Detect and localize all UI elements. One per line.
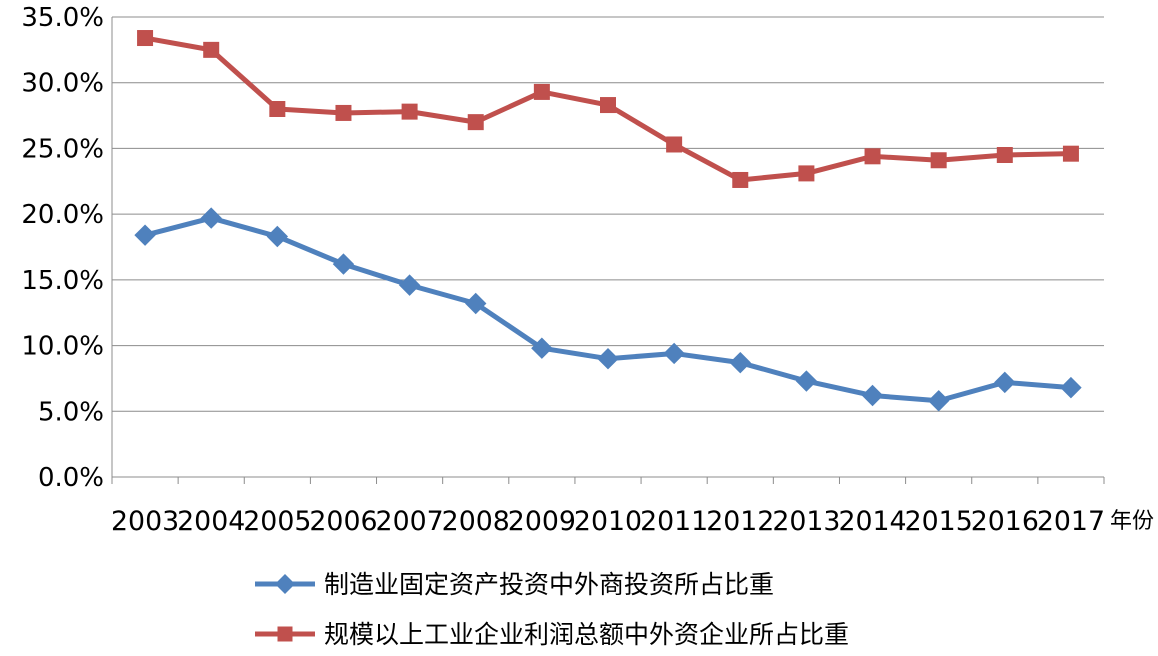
x-tick-label: 2008 xyxy=(442,506,510,537)
data-point xyxy=(732,171,749,188)
data-point xyxy=(134,224,156,246)
legend-item: 制造业固定资产投资中外商投资所占比重 xyxy=(255,570,774,599)
data-point xyxy=(930,152,947,169)
series-1 xyxy=(134,207,1082,412)
data-point xyxy=(861,384,884,407)
y-tick-label: 5.0% xyxy=(38,397,104,427)
legend-label: 制造业固定资产投资中外商投资所占比重 xyxy=(324,570,774,599)
y-tick-label: 25.0% xyxy=(21,134,104,164)
x-tick-label: 2013 xyxy=(772,506,840,537)
data-point xyxy=(398,274,421,296)
data-point xyxy=(729,351,751,374)
data-point xyxy=(798,165,815,182)
y-tick-label: 0.0% xyxy=(38,463,104,493)
data-point xyxy=(795,370,818,392)
y-tick-label: 15.0% xyxy=(21,266,104,296)
y-tick-label: 20.0% xyxy=(21,200,104,230)
data-point xyxy=(663,342,685,365)
data-point xyxy=(401,103,418,120)
y-tick-labels: 0.0% 5.0% 10.0% 15.0% 20.0% 25.0% 30.0% 35.0% xyxy=(21,3,104,493)
legend-item: 规模以上工业企业利润总额中外资企业所占比重 xyxy=(255,620,849,649)
x-tick-label: 2017 xyxy=(1037,506,1105,537)
x-tick-label: 2003 xyxy=(111,506,179,537)
series-line xyxy=(144,215,1072,404)
data-point xyxy=(332,253,355,275)
x-tick-label: 2006 xyxy=(309,506,377,537)
x-tick-label: 2010 xyxy=(574,506,642,537)
data-point xyxy=(600,97,616,114)
data-point xyxy=(203,41,220,58)
x-tick-label: 2016 xyxy=(971,506,1039,537)
axes xyxy=(111,17,1105,484)
legend-marker xyxy=(275,574,295,594)
data-point xyxy=(200,207,222,229)
y-tick-label: 35.0% xyxy=(21,3,104,33)
gridlines xyxy=(112,16,1104,412)
data-point xyxy=(666,136,683,153)
data-point xyxy=(927,390,950,412)
data-point xyxy=(1060,376,1082,399)
data-point xyxy=(996,147,1013,163)
data-point xyxy=(531,337,553,359)
data-point xyxy=(467,114,484,131)
legend-label: 规模以上工业企业利润总额中外资企业所占比重 xyxy=(324,620,849,649)
data-point xyxy=(266,225,289,248)
x-tick-label: 2012 xyxy=(706,506,774,537)
x-tick-label: 2005 xyxy=(243,506,311,537)
x-tick-label: 2004 xyxy=(177,506,245,537)
data-point xyxy=(597,348,619,370)
x-axis-label: 年份 xyxy=(1110,509,1154,534)
x-tick-label: 2014 xyxy=(838,506,906,537)
x-tick-label: 2009 xyxy=(508,506,576,537)
data-point xyxy=(864,148,881,165)
data-point xyxy=(269,101,286,117)
y-tick-label: 10.0% xyxy=(21,332,104,362)
x-tick-labels: 2003200420052006200720082009201020112012… xyxy=(111,506,1105,537)
x-tick-label: 2007 xyxy=(376,506,444,537)
data-point xyxy=(137,30,154,47)
series-2 xyxy=(137,30,1079,188)
x-tick-label: 2015 xyxy=(905,506,973,537)
x-tick-label: 2011 xyxy=(640,506,708,537)
series-layer xyxy=(134,30,1082,412)
legend-marker xyxy=(277,626,293,642)
data-point xyxy=(335,104,352,121)
data-point xyxy=(533,83,550,100)
data-point xyxy=(994,371,1016,394)
y-tick-label: 30.0% xyxy=(21,69,104,99)
data-point xyxy=(1062,145,1079,162)
data-point xyxy=(465,292,487,315)
